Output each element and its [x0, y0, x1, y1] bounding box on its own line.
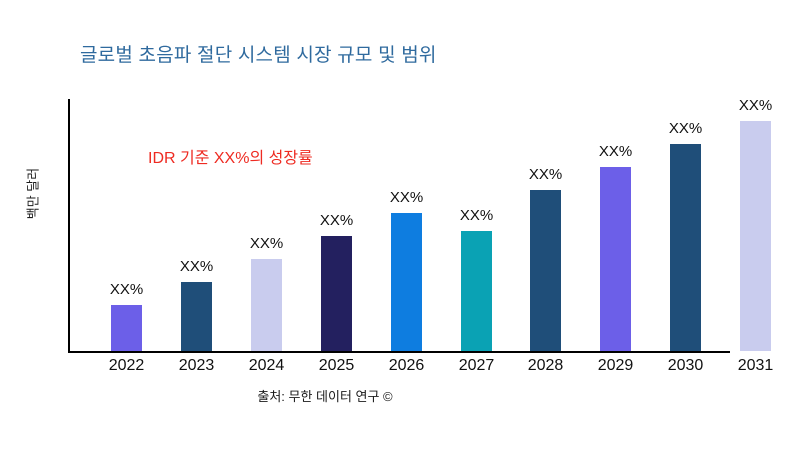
y-axis-label: 백만 달러 — [25, 167, 41, 220]
bar-2026 — [391, 213, 422, 351]
x-tick-label-2024: 2024 — [248, 357, 285, 374]
x-tick-label-2030: 2030 — [667, 357, 704, 374]
x-axis-line — [68, 351, 730, 353]
source-note: 출처: 무한 데이터 연구 © — [257, 389, 393, 404]
x-tick-label-2028: 2028 — [527, 357, 564, 374]
x-tick-label-2025: 2025 — [318, 357, 355, 374]
bar-value-label-2024: XX% — [249, 235, 284, 252]
x-tick-label-2022: 2022 — [108, 357, 145, 374]
x-tick-label-2031: 2031 — [737, 357, 774, 374]
bar-2028 — [530, 190, 561, 351]
bar-value-label-2028: XX% — [528, 166, 563, 183]
x-tick-label-2027: 2027 — [458, 357, 495, 374]
x-tick-label-2029: 2029 — [597, 357, 634, 374]
bar-2023 — [181, 282, 212, 351]
bar-value-label-2029: XX% — [598, 143, 633, 160]
chart-title: 글로벌 초음파 절단 시스템 시장 규모 및 범위 — [80, 45, 437, 66]
x-tick-label-2023: 2023 — [178, 357, 215, 374]
bar-2029 — [600, 167, 631, 351]
y-axis-line — [68, 99, 70, 353]
growth-rate-annotation: IDR 기준 XX%의 성장률 — [148, 150, 313, 167]
bar-2022 — [111, 305, 142, 351]
bar-value-label-2023: XX% — [179, 258, 214, 275]
bar-2027 — [461, 231, 492, 351]
bar-value-label-2025: XX% — [319, 212, 354, 229]
bar-value-label-2027: XX% — [459, 207, 494, 224]
bar-2031 — [740, 121, 771, 351]
bar-2030 — [670, 144, 701, 351]
bar-value-label-2026: XX% — [389, 189, 424, 206]
bar-2025 — [321, 236, 352, 351]
bar-value-label-2022: XX% — [109, 281, 144, 298]
bar-value-label-2031: XX% — [738, 97, 773, 114]
x-tick-label-2026: 2026 — [388, 357, 425, 374]
bar-value-label-2030: XX% — [668, 120, 703, 137]
bar-2024 — [251, 259, 282, 351]
